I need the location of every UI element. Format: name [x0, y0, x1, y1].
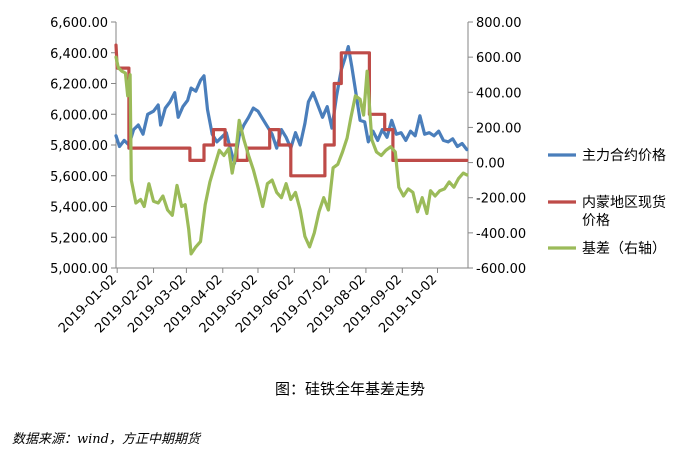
legend-label-2: 内蒙地区现货价格: [582, 194, 666, 229]
left-tick-label: 5,200.00: [50, 231, 108, 246]
left-tick-label: 5,000.00: [50, 262, 108, 277]
left-tick-label: 5,800.00: [50, 139, 108, 154]
left-tick-label: 6,000.00: [50, 108, 108, 123]
left-tick-label: 6,200.00: [50, 78, 108, 93]
left-tick-label: 6,400.00: [50, 47, 108, 62]
right-tick-label: 800.00: [476, 16, 522, 31]
series-lines: [114, 43, 469, 256]
legend-label-1: 主力合约价格: [582, 148, 666, 164]
right-tick-label: -400.00: [476, 227, 526, 242]
right-tick-label: -200.00: [476, 192, 526, 207]
right-tick-label: 600.00: [476, 51, 522, 66]
right-tick-label: 400.00: [476, 86, 522, 101]
series-line-3: [114, 55, 469, 256]
chart-caption: 图：硅铁全年基差走势: [274, 380, 425, 398]
legend-label-3: 基差（右轴）: [582, 240, 666, 257]
right-tick-label: -600.00: [476, 262, 526, 277]
series-line-2: [114, 43, 469, 178]
data-source: 数据来源：wind，方正中期期货: [12, 432, 200, 447]
axes: 5,000.00 5,200.00 5,400.00 5,600.00 5,800.00…: [50, 16, 526, 336]
left-tick-label: 5,600.00: [50, 170, 108, 185]
chart: 5,000.00 5,200.00 5,400.00 5,600.00 5,800.00…: [50, 16, 666, 336]
left-tick-label: 5,400.00: [50, 201, 108, 216]
left-tick-label: 6,600.00: [50, 16, 108, 31]
right-tick-label: 200.00: [476, 121, 522, 136]
right-tick-label: 0.00: [476, 157, 505, 172]
